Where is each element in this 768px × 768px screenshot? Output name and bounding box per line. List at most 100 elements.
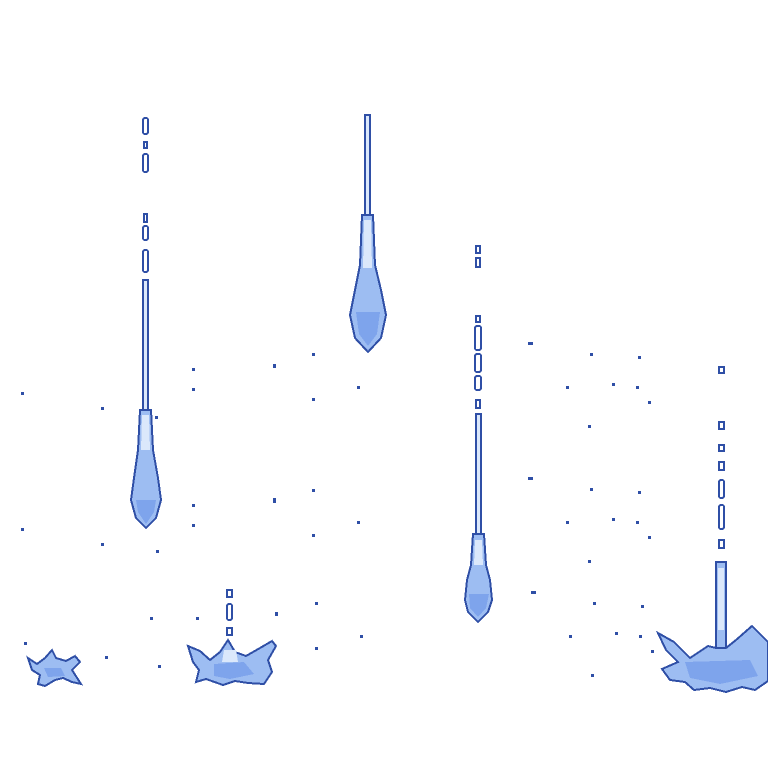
splash-droplet [718, 366, 725, 374]
trail-segment [142, 153, 149, 173]
splash-shade [44, 668, 65, 677]
falling-drop-2 [348, 114, 388, 354]
rain-dot [566, 386, 569, 389]
trail-segment [143, 141, 148, 149]
trail-segment [474, 353, 482, 373]
rain-dot [639, 635, 642, 638]
trail-segment [475, 245, 481, 254]
rain-dot [566, 521, 569, 524]
rain-dot [24, 642, 27, 645]
rain-dot [357, 386, 360, 389]
splash-shade [685, 660, 758, 684]
rain-dot [105, 656, 108, 659]
drop-body [129, 409, 163, 530]
trail-segment [474, 375, 482, 391]
rain-dot [638, 356, 641, 359]
trail-segment [474, 325, 482, 351]
splash-droplet [226, 627, 233, 636]
rain-dot [360, 635, 363, 638]
splash-droplets [226, 589, 233, 636]
rain-dot [192, 524, 195, 527]
rain-dot [531, 591, 536, 594]
splash-droplet [226, 603, 233, 621]
splash-droplet [226, 589, 233, 598]
rain-dot [615, 632, 618, 635]
splash-small [26, 648, 84, 688]
rain-dot [192, 368, 195, 371]
rain-dot [21, 392, 24, 395]
rain-dot [569, 635, 572, 638]
rain-dot [591, 674, 594, 677]
falling-drop-3 [463, 245, 494, 624]
rain-dot [651, 650, 654, 653]
splash-droplets [718, 366, 725, 549]
rain-dot [648, 536, 651, 539]
trail-segment [475, 399, 481, 409]
drop-stream [142, 279, 149, 411]
rain-dot [590, 488, 593, 491]
splash-droplet [718, 504, 725, 530]
rain-dot [150, 617, 153, 620]
rain-dot [155, 416, 158, 419]
rain-dot [273, 364, 276, 368]
drop-trail [142, 117, 149, 273]
rain-dots [21, 342, 654, 677]
splash-droplet [718, 444, 725, 452]
rain-dot [612, 518, 615, 521]
rain-dot [588, 560, 591, 563]
rain-dot [590, 353, 593, 356]
rain-dot [648, 401, 651, 404]
splash-shade [214, 662, 254, 679]
rain-dot [156, 550, 159, 553]
rain-dot [275, 612, 278, 616]
drop-highlight [363, 220, 372, 268]
rain-dot [101, 543, 104, 546]
rain-dot [612, 383, 615, 386]
drop-shade [356, 312, 380, 346]
rain-dot [638, 491, 641, 494]
rain-dot [192, 504, 195, 507]
trail-segment [475, 315, 481, 323]
falling-drop-1 [129, 117, 163, 530]
drop-shade [136, 500, 156, 524]
rain-dot [312, 534, 315, 537]
splash-droplet [718, 421, 725, 430]
splash-droplet [718, 479, 725, 499]
rain-dot [196, 617, 199, 620]
rain-dot [273, 498, 276, 503]
drop-highlight [474, 540, 483, 565]
rain-dot [588, 425, 591, 428]
rain-dot [636, 521, 639, 524]
rain-dot [315, 647, 318, 650]
rain-dot [315, 602, 318, 605]
drop-shade [469, 594, 489, 617]
drop-stream [364, 114, 371, 216]
splash-body [186, 638, 278, 687]
trail-segment [143, 213, 148, 223]
trail-segment [142, 225, 149, 241]
rain-dot [641, 605, 644, 608]
rain-dot [21, 528, 24, 531]
splash-highlight [222, 650, 238, 662]
splash-droplet [718, 539, 725, 549]
splash-droplet [718, 461, 725, 471]
trail-segment [142, 249, 149, 273]
rain-dot [528, 477, 533, 480]
splash-medium [186, 589, 278, 687]
drop-trail [474, 245, 482, 409]
rain-dot [101, 407, 104, 410]
rain-dot [158, 665, 161, 668]
splash-large [655, 366, 768, 694]
drop-stream [475, 413, 482, 535]
rain-dot [593, 602, 596, 605]
rain-dot [636, 386, 639, 389]
drop-highlight [141, 415, 150, 450]
rain-dot [528, 342, 533, 345]
rain-dot [312, 353, 315, 356]
rain-dot [312, 398, 315, 401]
trail-segment [475, 257, 481, 268]
rain-dot [192, 388, 195, 391]
trail-segment [142, 117, 149, 135]
